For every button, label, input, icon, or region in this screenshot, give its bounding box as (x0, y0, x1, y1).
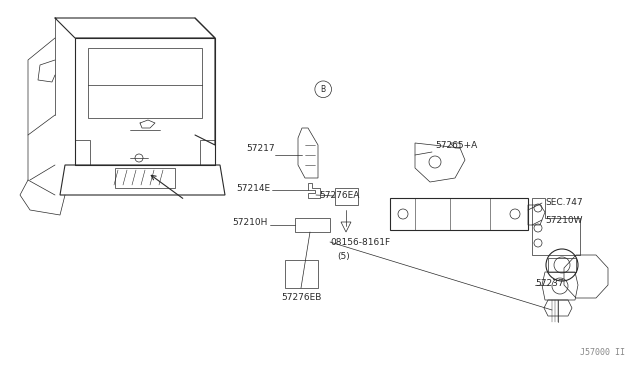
Text: 08156-8161F: 08156-8161F (330, 237, 390, 247)
Text: 57210H: 57210H (232, 218, 268, 227)
Text: 57214E: 57214E (236, 183, 270, 192)
Text: 57210W: 57210W (545, 215, 582, 224)
Text: 57217: 57217 (246, 144, 275, 153)
Text: B: B (321, 85, 326, 94)
Text: 57237: 57237 (535, 279, 564, 288)
Text: J57000 II: J57000 II (580, 348, 625, 357)
Text: 57276EA: 57276EA (319, 190, 360, 199)
Text: 57276EB: 57276EB (281, 294, 321, 302)
Text: 57265+A: 57265+A (435, 141, 477, 150)
Text: (5): (5) (337, 251, 349, 260)
Text: SEC.747: SEC.747 (545, 198, 582, 206)
